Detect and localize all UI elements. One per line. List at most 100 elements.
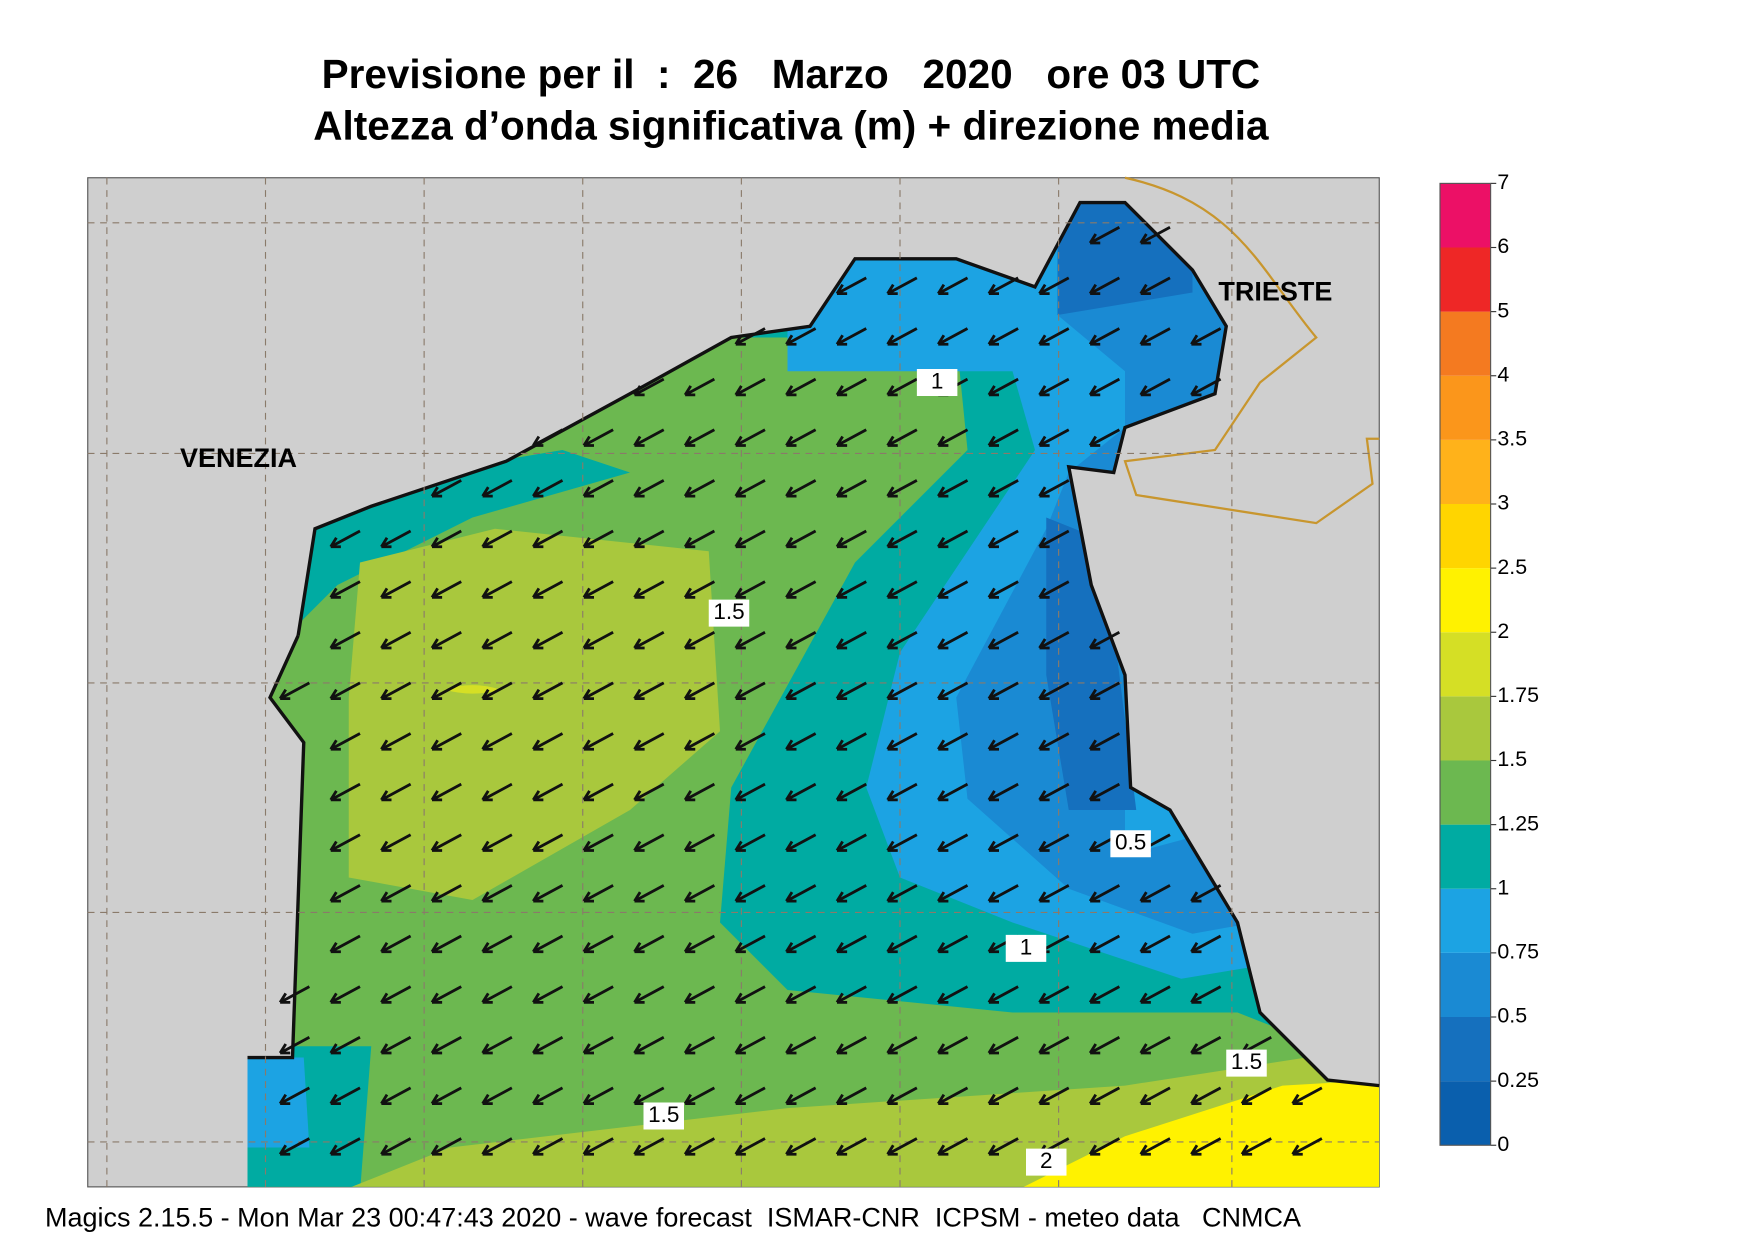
arrow bbox=[380, 985, 412, 1004]
arrow bbox=[278, 1137, 311, 1156]
arrow bbox=[633, 1086, 665, 1106]
arrow bbox=[1088, 226, 1121, 245]
colorbar-band bbox=[1440, 183, 1491, 248]
arrow bbox=[430, 479, 462, 498]
arrow bbox=[582, 985, 614, 1004]
arrow bbox=[582, 732, 614, 751]
arrow bbox=[1190, 934, 1222, 954]
arrow bbox=[1139, 884, 1171, 903]
arrow bbox=[734, 479, 766, 498]
colorbar-band bbox=[1440, 1081, 1491, 1146]
colorbar-label: 0.25 bbox=[1497, 1068, 1539, 1092]
arrow bbox=[835, 732, 867, 751]
border bbox=[1123, 176, 1380, 525]
arrow bbox=[734, 631, 766, 650]
arrow bbox=[1038, 428, 1070, 447]
arrow bbox=[1139, 1086, 1171, 1106]
colorbar-label: 1.25 bbox=[1497, 811, 1539, 835]
arrow bbox=[1088, 631, 1121, 650]
arrow bbox=[380, 1086, 412, 1106]
arrow bbox=[329, 631, 361, 650]
arrow bbox=[937, 681, 969, 701]
arrow bbox=[987, 833, 1019, 852]
arrow bbox=[987, 681, 1019, 701]
arrow bbox=[835, 985, 867, 1004]
arrow bbox=[683, 884, 716, 903]
arrow bbox=[481, 529, 513, 549]
colorbar-label: 3.5 bbox=[1497, 427, 1527, 451]
arrow bbox=[886, 1137, 918, 1156]
arrow bbox=[582, 631, 614, 650]
colorbar-band bbox=[1440, 568, 1491, 633]
arrow bbox=[886, 985, 918, 1004]
arrow bbox=[1038, 833, 1070, 852]
arrow bbox=[937, 327, 969, 346]
arrow bbox=[683, 732, 716, 751]
arrow bbox=[1240, 1086, 1272, 1106]
arrow bbox=[380, 934, 412, 954]
arrow bbox=[582, 580, 614, 599]
arrow bbox=[1038, 377, 1070, 397]
arrow bbox=[785, 1086, 817, 1106]
arrow bbox=[481, 681, 513, 701]
arrow bbox=[683, 1137, 716, 1156]
arrow bbox=[481, 985, 513, 1004]
arrow bbox=[430, 782, 462, 802]
arrow bbox=[785, 934, 817, 954]
arrow bbox=[430, 1137, 462, 1156]
arrow bbox=[1038, 732, 1070, 751]
arrow bbox=[329, 1137, 361, 1156]
contour-label-bg bbox=[643, 1102, 684, 1130]
wave-zone bbox=[247, 1057, 310, 1148]
arrow bbox=[481, 479, 513, 498]
arrow bbox=[1088, 681, 1121, 701]
arrow bbox=[532, 985, 564, 1004]
contour-label-bg bbox=[1226, 1049, 1267, 1077]
arrow bbox=[734, 1086, 766, 1106]
arrow bbox=[683, 580, 716, 599]
arrow bbox=[1088, 782, 1121, 802]
arrow bbox=[785, 529, 817, 549]
arrow bbox=[937, 934, 969, 954]
arrow bbox=[278, 1086, 311, 1106]
arrow bbox=[481, 884, 513, 903]
arrow bbox=[532, 631, 564, 650]
arrow bbox=[886, 934, 918, 954]
colorbar-label: 3 bbox=[1497, 491, 1509, 515]
arrow bbox=[886, 782, 918, 802]
arrow bbox=[987, 1086, 1019, 1106]
arrow bbox=[633, 428, 665, 447]
contour-label: 1.5 bbox=[1231, 1049, 1262, 1074]
arrow bbox=[886, 631, 918, 650]
arrow bbox=[1190, 1036, 1222, 1055]
arrow bbox=[835, 884, 867, 903]
contour-label: 1 bbox=[1020, 934, 1033, 959]
arrow bbox=[987, 529, 1019, 549]
arrow bbox=[734, 833, 766, 852]
arrow bbox=[835, 782, 867, 802]
arrow bbox=[633, 732, 665, 751]
arrow bbox=[886, 479, 918, 498]
arrow bbox=[633, 985, 665, 1004]
arrow bbox=[1240, 1137, 1272, 1156]
arrow bbox=[937, 631, 969, 650]
arrow bbox=[633, 1137, 665, 1156]
colorbar-band bbox=[1440, 439, 1491, 504]
direction-arrows bbox=[278, 226, 1323, 1156]
arrow bbox=[734, 732, 766, 751]
arrow bbox=[582, 884, 614, 903]
arrow bbox=[582, 1036, 614, 1055]
arrow bbox=[734, 985, 766, 1004]
arrow bbox=[886, 529, 918, 549]
contour-label-bg bbox=[1026, 1148, 1067, 1176]
arrow bbox=[633, 1036, 665, 1055]
arrow bbox=[785, 985, 817, 1004]
arrow bbox=[1139, 226, 1171, 245]
arrow bbox=[430, 1036, 462, 1055]
arrow bbox=[1139, 985, 1171, 1004]
arrow bbox=[835, 833, 867, 852]
arrow bbox=[380, 782, 412, 802]
arrow bbox=[532, 934, 564, 954]
arrow bbox=[835, 1036, 867, 1055]
arrow bbox=[532, 428, 564, 447]
